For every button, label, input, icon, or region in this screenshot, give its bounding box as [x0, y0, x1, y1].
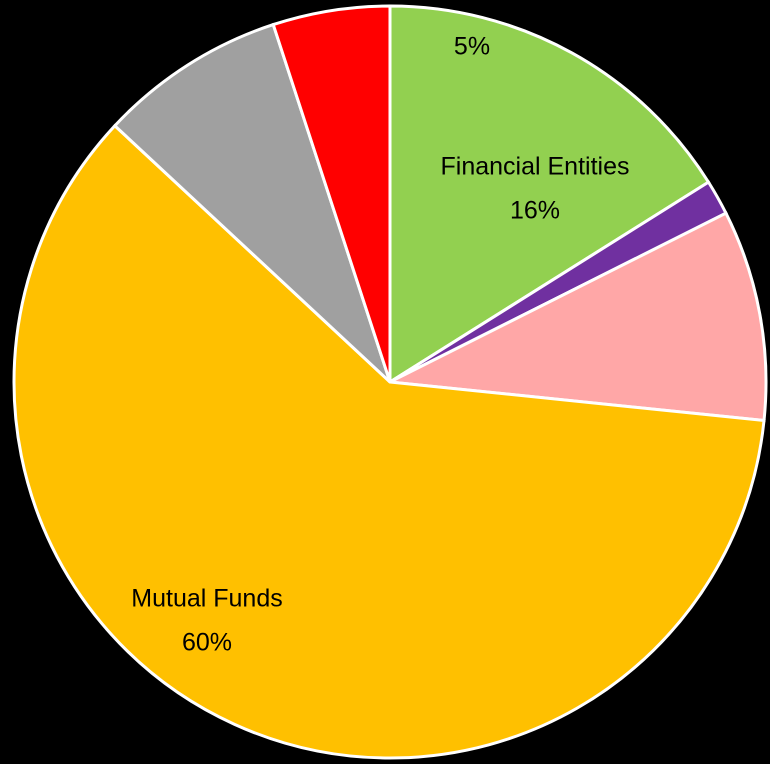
slice-label: Financial Entities: [441, 153, 630, 181]
pie-slice: [384, 211, 768, 423]
pie-slice: [271, 4, 392, 383]
pie-slice: [112, 22, 392, 384]
pie-slice: [12, 123, 766, 760]
slice-label: Mutual Funds: [131, 585, 282, 613]
slice-value-label: 60%: [182, 629, 232, 657]
slice-value-label: 5%: [454, 33, 490, 61]
slice-value-label: 16%: [510, 197, 560, 225]
pie-slice: [388, 4, 711, 385]
